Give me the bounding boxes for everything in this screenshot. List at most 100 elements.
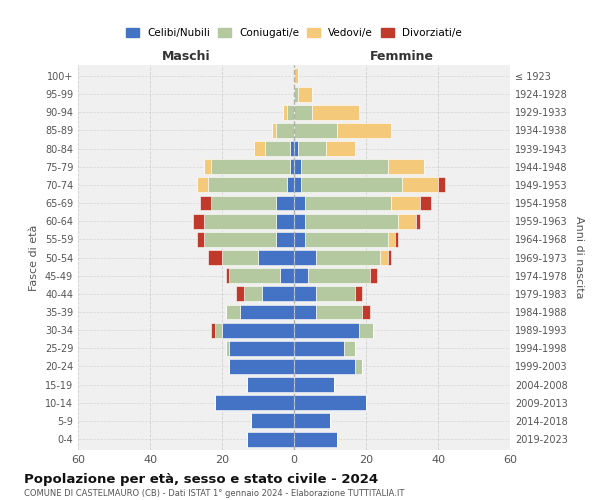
Bar bbox=[215, 396, 294, 410]
Bar bbox=[294, 105, 312, 120]
Bar bbox=[298, 141, 326, 156]
Bar bbox=[211, 196, 276, 210]
Text: Popolazione per età, sesso e stato civile - 2024: Popolazione per età, sesso e stato civil… bbox=[24, 472, 378, 486]
Bar bbox=[294, 68, 298, 84]
Bar bbox=[247, 377, 294, 392]
Bar bbox=[229, 359, 294, 374]
Bar bbox=[388, 232, 395, 247]
Bar bbox=[305, 196, 391, 210]
Bar bbox=[326, 141, 355, 156]
Bar bbox=[298, 86, 312, 102]
Bar bbox=[362, 304, 370, 320]
Bar bbox=[280, 268, 294, 283]
Bar bbox=[244, 286, 262, 302]
Bar bbox=[226, 341, 229, 355]
Bar bbox=[438, 178, 445, 192]
Bar bbox=[337, 123, 391, 138]
Bar bbox=[301, 160, 388, 174]
Bar bbox=[316, 304, 362, 320]
Bar bbox=[265, 141, 290, 156]
Bar bbox=[294, 432, 337, 446]
Bar bbox=[204, 232, 276, 247]
Bar bbox=[294, 377, 334, 392]
Bar bbox=[247, 432, 294, 446]
Bar bbox=[388, 160, 424, 174]
Bar bbox=[294, 178, 301, 192]
Bar bbox=[197, 178, 208, 192]
Bar bbox=[200, 196, 211, 210]
Bar bbox=[402, 178, 438, 192]
Bar bbox=[355, 286, 362, 302]
Legend: Celibi/Nubili, Coniugati/e, Vedovi/e, Divorziati/e: Celibi/Nubili, Coniugati/e, Vedovi/e, Di… bbox=[122, 24, 466, 42]
Bar bbox=[229, 341, 294, 355]
Bar bbox=[370, 268, 377, 283]
Bar bbox=[294, 304, 316, 320]
Bar bbox=[208, 178, 287, 192]
Bar bbox=[226, 304, 240, 320]
Bar bbox=[276, 232, 294, 247]
Bar bbox=[416, 214, 420, 228]
Bar bbox=[294, 123, 337, 138]
Bar bbox=[258, 250, 294, 265]
Bar bbox=[301, 178, 402, 192]
Bar bbox=[355, 359, 362, 374]
Bar bbox=[197, 232, 204, 247]
Bar bbox=[290, 160, 294, 174]
Bar bbox=[204, 160, 211, 174]
Bar bbox=[420, 196, 431, 210]
Y-axis label: Fasce di età: Fasce di età bbox=[29, 224, 39, 290]
Bar bbox=[222, 250, 258, 265]
Bar bbox=[211, 322, 215, 338]
Bar bbox=[208, 250, 222, 265]
Bar bbox=[236, 286, 244, 302]
Bar bbox=[388, 250, 391, 265]
Text: Maschi: Maschi bbox=[161, 50, 211, 63]
Bar bbox=[204, 214, 276, 228]
Bar bbox=[294, 214, 305, 228]
Bar bbox=[305, 214, 398, 228]
Bar bbox=[276, 196, 294, 210]
Bar bbox=[262, 286, 294, 302]
Bar bbox=[294, 86, 298, 102]
Bar bbox=[294, 286, 316, 302]
Bar bbox=[193, 214, 204, 228]
Bar bbox=[344, 341, 355, 355]
Bar bbox=[294, 359, 355, 374]
Bar bbox=[294, 322, 359, 338]
Bar bbox=[391, 196, 420, 210]
Bar bbox=[294, 232, 305, 247]
Bar bbox=[294, 160, 301, 174]
Bar bbox=[222, 322, 294, 338]
Bar bbox=[294, 268, 308, 283]
Bar bbox=[395, 232, 398, 247]
Bar bbox=[287, 105, 294, 120]
Bar bbox=[211, 160, 290, 174]
Bar bbox=[294, 196, 305, 210]
Bar bbox=[398, 214, 416, 228]
Bar bbox=[226, 268, 229, 283]
Bar bbox=[294, 341, 344, 355]
Text: COMUNE DI CASTELMAURO (CB) - Dati ISTAT 1° gennaio 2024 - Elaborazione TUTTITALI: COMUNE DI CASTELMAURO (CB) - Dati ISTAT … bbox=[24, 489, 404, 498]
Bar bbox=[215, 322, 222, 338]
Bar bbox=[380, 250, 388, 265]
Bar bbox=[251, 414, 294, 428]
Bar bbox=[276, 123, 294, 138]
Bar bbox=[312, 105, 359, 120]
Bar bbox=[359, 322, 373, 338]
Bar bbox=[294, 414, 330, 428]
Y-axis label: Anni di nascita: Anni di nascita bbox=[574, 216, 584, 298]
Bar bbox=[287, 178, 294, 192]
Bar bbox=[254, 141, 265, 156]
Bar bbox=[316, 286, 355, 302]
Bar bbox=[290, 141, 294, 156]
Bar bbox=[283, 105, 287, 120]
Text: Femmine: Femmine bbox=[370, 50, 434, 63]
Bar bbox=[294, 141, 298, 156]
Bar bbox=[240, 304, 294, 320]
Bar bbox=[294, 396, 366, 410]
Bar bbox=[316, 250, 380, 265]
Bar bbox=[276, 214, 294, 228]
Bar bbox=[294, 250, 316, 265]
Bar bbox=[272, 123, 276, 138]
Bar bbox=[305, 232, 388, 247]
